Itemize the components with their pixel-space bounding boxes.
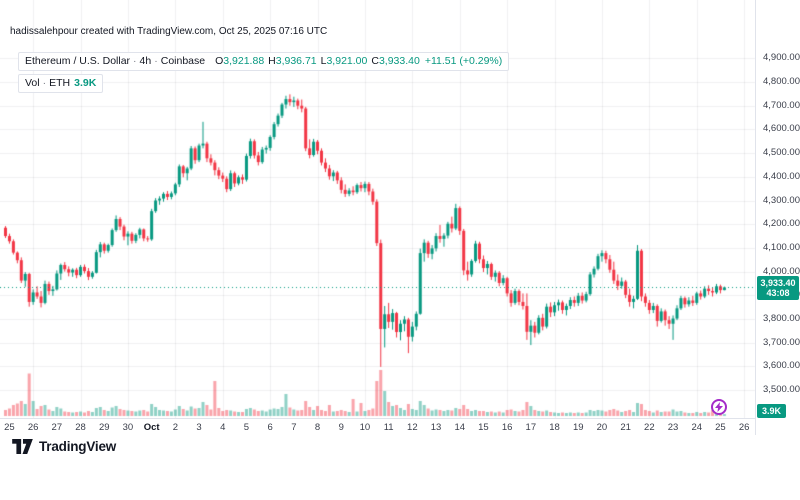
volume-legend-row[interactable]: Vol · ETH 3.9K [18,74,104,93]
bar-countdown: 43:08 [766,288,790,299]
volume-current-value: 3.9K [74,77,97,89]
time-axis-label: 21 [620,422,631,433]
time-axis-label: 12 [407,422,418,433]
ohlc-values: O3,921.88 H3,936.71 L3,921.00 C3,933.40 [211,55,420,67]
price-axis-label: 4,700.00 [763,99,800,111]
time-axis-label: 3 [196,422,202,433]
time-axis-label: 29 [98,422,110,433]
time-axis-label: 7 [291,422,297,433]
high-label: H [268,55,276,67]
change-value: +11.51 (+0.29%) [424,55,503,67]
low-value: 3,921.00 [326,55,368,67]
time-axis-label: 19 [572,422,584,433]
price-axis-label: 4,900.00 [763,52,800,64]
legend-separator: · [133,55,137,67]
open-value: 3,921.88 [223,55,265,67]
tradingview-logo[interactable]: TradingView [12,439,116,454]
price-axis[interactable]: 3,500.003,600.003,700.003,800.003,900.00… [755,0,800,435]
time-axis-label: 11 [383,422,394,433]
interval-label: 4h [139,55,152,67]
last-price-value: 3,933.40 [760,278,796,289]
lightning-event-icon[interactable] [711,399,727,415]
time-axis-label: 9 [338,422,344,433]
price-axis-label: 3,600.00 [763,360,800,372]
time-axis-label: 6 [267,422,273,433]
price-axis-label: 4,800.00 [763,76,800,87]
volume-label: Vol [25,77,40,89]
time-axis-label: 30 [122,422,134,433]
price-axis-label: 3,700.00 [763,336,800,348]
time-axis-label: 20 [596,422,608,433]
exchange-label: Coinbase [160,55,206,67]
time-axis-label: 8 [314,422,321,433]
price-axis-label: 3,500.00 [763,384,800,396]
legend-separator: · [154,55,158,67]
time-axis-label: 14 [454,422,466,433]
volume-badge: 3.9K [757,404,787,418]
time-axis-label: Oct [143,422,160,433]
pane-legend: Ethereum / U.S. Dollar · 4h · Coinbase O3,921… [18,52,510,93]
price-axis-label: 4,100.00 [763,241,800,253]
time-axis-label: 25 [715,422,726,433]
time-axis-label: 23 [667,422,679,433]
watermark-text: hadissalehpour created with TradingView.… [10,26,328,37]
lightning-bolt-glyph [715,402,723,412]
tradingview-logo-icon [12,439,33,454]
time-axis-label: 16 [501,422,513,433]
last-price-badge: 3,933.40 43:08 [757,276,799,301]
legend-separator: · [42,77,47,89]
tradingview-logo-text: TradingView [39,439,117,454]
time-axis-label: 24 [691,422,703,433]
time-axis-label: 26 [738,422,750,433]
price-axis-label: 4,000.00 [763,265,800,277]
price-axis-label: 4,500.00 [763,147,800,159]
time-axis-label: 15 [478,422,489,433]
time-axis-label: 27 [51,422,63,433]
time-axis-label: 17 [525,422,537,433]
time-axis-label: 22 [644,422,655,433]
time-axis[interactable]: 25 26 27 28 29 30 Oct 2 3 4 5 6 7 8 9 10 11 12 13 14 15 16 17 1… [0,418,755,437]
close-label: C [371,55,379,67]
time-axis-label: 5 [243,422,250,433]
high-value: 3,936.71 [275,55,317,67]
time-axis-label: 2 [172,422,178,433]
time-axis-label: 26 [27,422,39,433]
symbol-title: Ethereum / U.S. Dollar [25,55,131,67]
open-label: O [215,55,224,67]
time-axis-label: 13 [430,422,442,433]
price-axis-label: 3,800.00 [763,313,800,324]
time-axis-label: 18 [549,422,560,433]
time-axis-label: 4 [220,422,226,433]
price-axis-label: 4,200.00 [763,218,800,230]
volume-unit: ETH [49,77,71,89]
price-axis-label: 4,300.00 [763,194,800,206]
symbol-legend-row[interactable]: Ethereum / U.S. Dollar · 4h · Coinbase O3,921… [18,52,510,71]
price-axis-label: 4,600.00 [763,123,800,135]
time-axis-label: 10 [359,422,371,433]
low-label: L [320,55,327,67]
time-axis-label: 28 [75,422,86,433]
close-value: 3,933.40 [378,55,420,67]
time-axis-label: 25 [4,422,15,433]
price-axis-label: 4,400.00 [763,170,800,182]
